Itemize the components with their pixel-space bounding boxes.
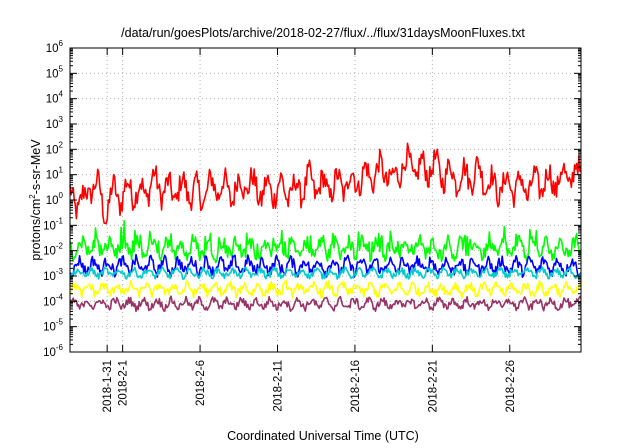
series-line-6 — [69, 295, 582, 313]
series-line-2 — [69, 220, 582, 264]
x-tick-label: 2018-2-11 — [272, 360, 284, 412]
y-tick-label: 101 — [46, 166, 64, 182]
series-line-3 — [69, 253, 582, 278]
y-tick-label: 10-5 — [43, 318, 63, 334]
x-tick-label: 2018-2-16 — [350, 360, 362, 412]
x-axis-label: Coordinated Universal Time (UTC) — [227, 429, 419, 443]
y-tick-label: 10-3 — [43, 267, 63, 283]
y-tick-label: 100 — [46, 191, 64, 207]
grid-lines — [70, 48, 581, 352]
x-tick-label: 2018-2-21 — [427, 360, 439, 412]
y-tick-label: 10-6 — [43, 343, 63, 359]
y-tick-label: 10-4 — [43, 292, 63, 308]
chart-title: /data/run/goesPlots/archive/2018-02-27/f… — [121, 26, 525, 40]
x-tick-label: 2018-2-1 — [118, 360, 130, 406]
y-tick-label: 105 — [46, 64, 64, 80]
x-tick-label: 2018-2-6 — [195, 360, 207, 406]
y-tick-label: 10-1 — [43, 216, 63, 232]
x-tick-labels: 2018-1-31 2018-2-1 2018-2-6 2018-2-11 2018-2… — [102, 360, 517, 412]
series-layer — [69, 142, 582, 313]
y-tick-label: 103 — [46, 115, 64, 131]
y-tick-label: 104 — [46, 90, 64, 106]
y-axis-label: protons/cm2-s-sr-MeV — [28, 139, 43, 261]
y-tick-label: 102 — [46, 140, 64, 156]
x-tick-label: 2018-1-31 — [102, 360, 114, 412]
series-line-4 — [69, 266, 582, 280]
x-tick-label: 2018-2-26 — [505, 360, 517, 412]
series-line-5 — [69, 279, 582, 299]
tick-marks — [70, 47, 581, 353]
series-line-1 — [69, 142, 582, 225]
y-tick-label: 10-2 — [43, 242, 63, 258]
y-tick-label: 106 — [46, 39, 64, 55]
y-tick-labels: 10-6 10-5 10-4 10-3 10-2 10-1 100 101 102 103 104 1… — [43, 39, 63, 359]
